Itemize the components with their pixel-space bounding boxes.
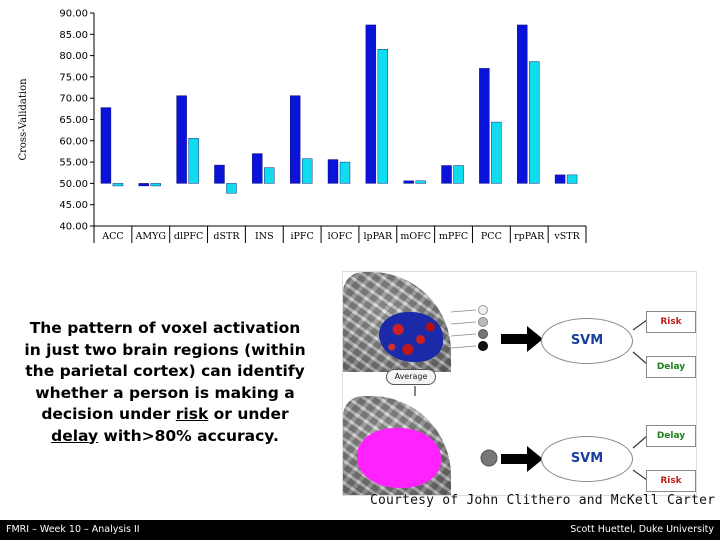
- bar-series2-INS: [264, 167, 275, 184]
- y-tick-label: 85.00: [59, 30, 88, 41]
- caption-line-2: in just two brain regions (within: [24, 340, 306, 359]
- x-tick-label: lpPAR: [364, 231, 394, 242]
- x-tick-label: rpPAR: [514, 231, 545, 242]
- x-tick-label: AMYG: [135, 231, 166, 242]
- arrow-to-svm-bottom: [501, 446, 543, 472]
- bar-series2-mPFC: [453, 165, 464, 184]
- credit-text: Courtesy of John Clithero and McKell Car…: [370, 493, 716, 508]
- bar-series1-rpPAR: [517, 24, 528, 184]
- caption-line-1: The pattern of voxel activation: [29, 319, 301, 337]
- x-tick-label: PCC: [481, 231, 502, 242]
- x-tick-label: mOFC: [400, 231, 431, 242]
- caption-line-3: the parietal cortex) can identify: [25, 362, 305, 380]
- bar-series2-mOFC: [415, 180, 426, 184]
- bar-series1-PCC: [479, 68, 490, 184]
- bar-series2-dSTR: [226, 183, 237, 194]
- bar-series2-iPFC: [301, 158, 313, 184]
- risk-word: risk: [175, 405, 209, 423]
- voxel-dot-4: [478, 341, 488, 351]
- voxel-dot-3: [478, 329, 488, 339]
- x-tick-label: lOFC: [328, 231, 353, 242]
- delay-word: delay: [51, 426, 99, 445]
- y-tick-label: 50.00: [59, 179, 88, 190]
- y-tick-label: 70.00: [59, 94, 88, 105]
- caption-line-5: decision under risk or under: [41, 405, 289, 423]
- bar-chart: Cross-Validation 40.00 45.00 50.00 55.00 60.0…: [8, 3, 590, 245]
- brain-image-bottom: [343, 396, 451, 495]
- brain-image-top: [343, 272, 451, 372]
- bar-series2-AMYG: [150, 183, 161, 187]
- y-tick-label: 90.00: [59, 9, 88, 20]
- y-tick-label: 75.00: [59, 72, 88, 83]
- risk-output-top: Risk: [646, 311, 696, 333]
- bar-series1-lpPAR: [365, 24, 377, 184]
- bar-series2-lOFC: [339, 161, 351, 184]
- x-tick-label: vSTR: [553, 231, 580, 242]
- x-tick-label: dSTR: [213, 231, 240, 242]
- delay-output-bottom: Delay: [646, 425, 696, 447]
- caption-text: The pattern of voxel activation in just …: [22, 318, 308, 447]
- voxel-dot-2: [478, 317, 488, 327]
- average-label: Average: [386, 369, 436, 385]
- diagram-arrows: [414, 305, 648, 481]
- x-tick-label: iPFC: [291, 231, 314, 242]
- average-activation-blob: [357, 428, 441, 488]
- bar-series1-dSTR: [214, 164, 225, 184]
- y-tick-label: 80.00: [59, 51, 88, 62]
- bar-series1-ACC: [100, 107, 112, 184]
- delay-output-top: Delay: [646, 356, 696, 378]
- y-tick-label: 40.00: [59, 222, 88, 233]
- y-tick-label: 55.00: [59, 158, 88, 169]
- svm-diagram: Average SVM SVM Risk Delay Delay Risk: [342, 271, 697, 496]
- caption-line-4: whether a person is making a: [35, 383, 295, 402]
- x-tick-label: mPFC: [439, 231, 468, 242]
- chart-svg: Cross-Validation 40.00 45.00 50.00 55.00 60.0…: [18, 9, 587, 243]
- bar-series2-rpPAR: [529, 61, 540, 184]
- svm-ellipse-bottom: SVM: [541, 436, 633, 482]
- bar-series1-vSTR: [554, 174, 566, 184]
- caption-line-6: delay with>80% accuracy.: [51, 426, 279, 445]
- footer-author: Scott Huettel, Duke University: [570, 524, 714, 535]
- bar-series2-dlPFC: [188, 138, 199, 184]
- y-tick-label: 60.00: [59, 136, 88, 147]
- x-tick-label: ACC: [101, 231, 123, 242]
- footer-course: FMRI – Week 10 – Analysis II: [6, 524, 140, 535]
- bar-series1-AMYG: [138, 183, 149, 187]
- y-axis-label: Cross-Validation: [18, 78, 29, 161]
- bar-series2-ACC: [112, 183, 124, 187]
- bar-series1-lOFC: [327, 159, 339, 184]
- svm-ellipse-top: SVM: [541, 318, 633, 364]
- bar-series1-mPFC: [441, 165, 452, 184]
- footer-bar: FMRI – Week 10 – Analysis II Scott Huett…: [0, 520, 720, 540]
- bar-series1-iPFC: [289, 95, 301, 184]
- risk-output-bottom: Risk: [646, 470, 696, 492]
- bar-series2-vSTR: [566, 174, 578, 184]
- bar-series2-PCC: [491, 121, 502, 184]
- voxel-dot-1: [478, 305, 488, 315]
- x-tick-label: dlPFC: [174, 231, 203, 242]
- y-tick-label: 45.00: [59, 200, 88, 211]
- arrow-to-svm-top: [501, 326, 543, 352]
- average-dot: [480, 449, 498, 467]
- x-tick-label: INS: [255, 231, 274, 242]
- bar-series1-INS: [252, 153, 263, 184]
- bar-series2-lpPAR: [377, 49, 389, 184]
- y-tick-label: 65.00: [59, 115, 88, 126]
- bar-series1-dlPFC: [176, 95, 187, 184]
- voxel-pattern-blob: [379, 312, 443, 362]
- bar-series1-mOFC: [403, 180, 414, 184]
